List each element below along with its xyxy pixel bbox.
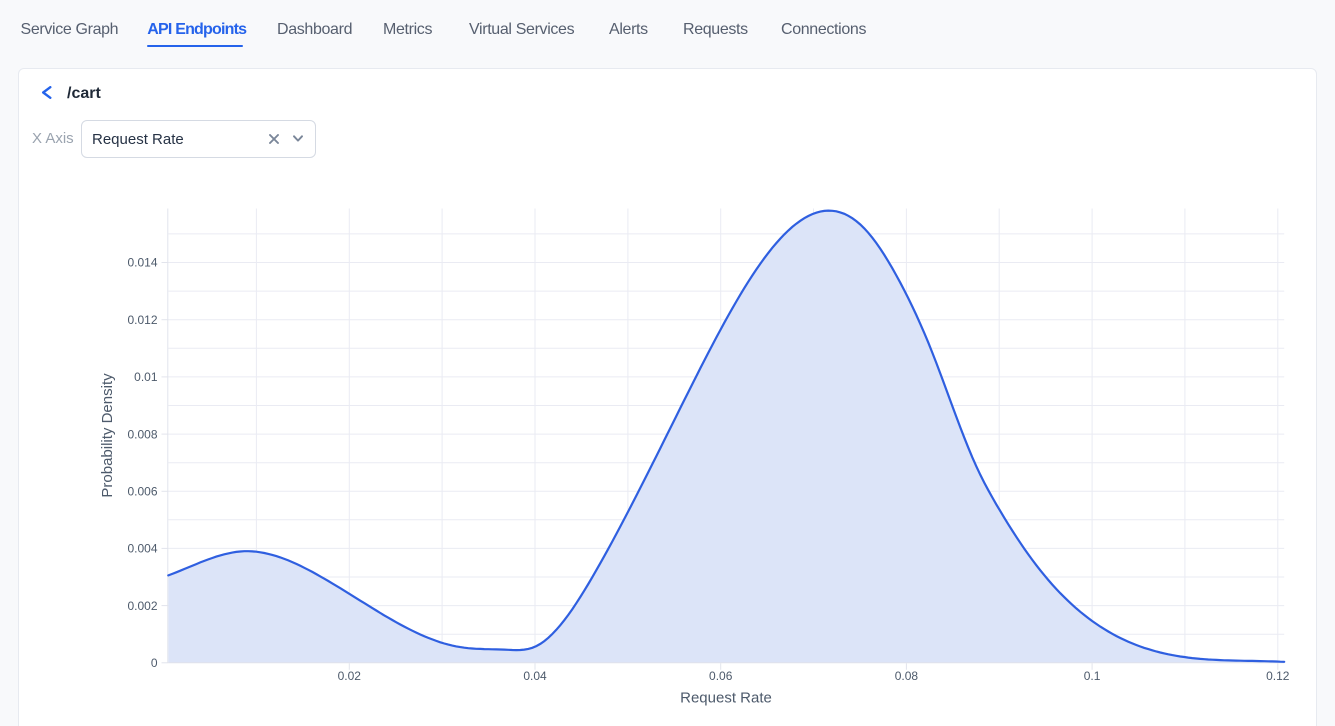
svg-text:0.012: 0.012	[127, 313, 157, 327]
svg-text:0.006: 0.006	[127, 485, 157, 499]
svg-text:0.008: 0.008	[127, 427, 157, 441]
svg-text:0.06: 0.06	[709, 669, 733, 683]
svg-text:0.004: 0.004	[127, 542, 157, 556]
svg-text:0.08: 0.08	[895, 669, 919, 683]
svg-text:0.01: 0.01	[134, 370, 158, 384]
svg-text:Request Rate: Request Rate	[680, 690, 772, 707]
svg-text:0.12: 0.12	[1266, 669, 1290, 683]
svg-text:0.014: 0.014	[127, 256, 157, 270]
svg-text:0.04: 0.04	[523, 669, 547, 683]
svg-text:0: 0	[151, 656, 158, 670]
svg-text:Probability Density: Probability Density	[99, 373, 116, 498]
svg-text:0.002: 0.002	[127, 599, 157, 613]
svg-text:0.1: 0.1	[1084, 669, 1101, 683]
svg-text:0.02: 0.02	[338, 669, 362, 683]
